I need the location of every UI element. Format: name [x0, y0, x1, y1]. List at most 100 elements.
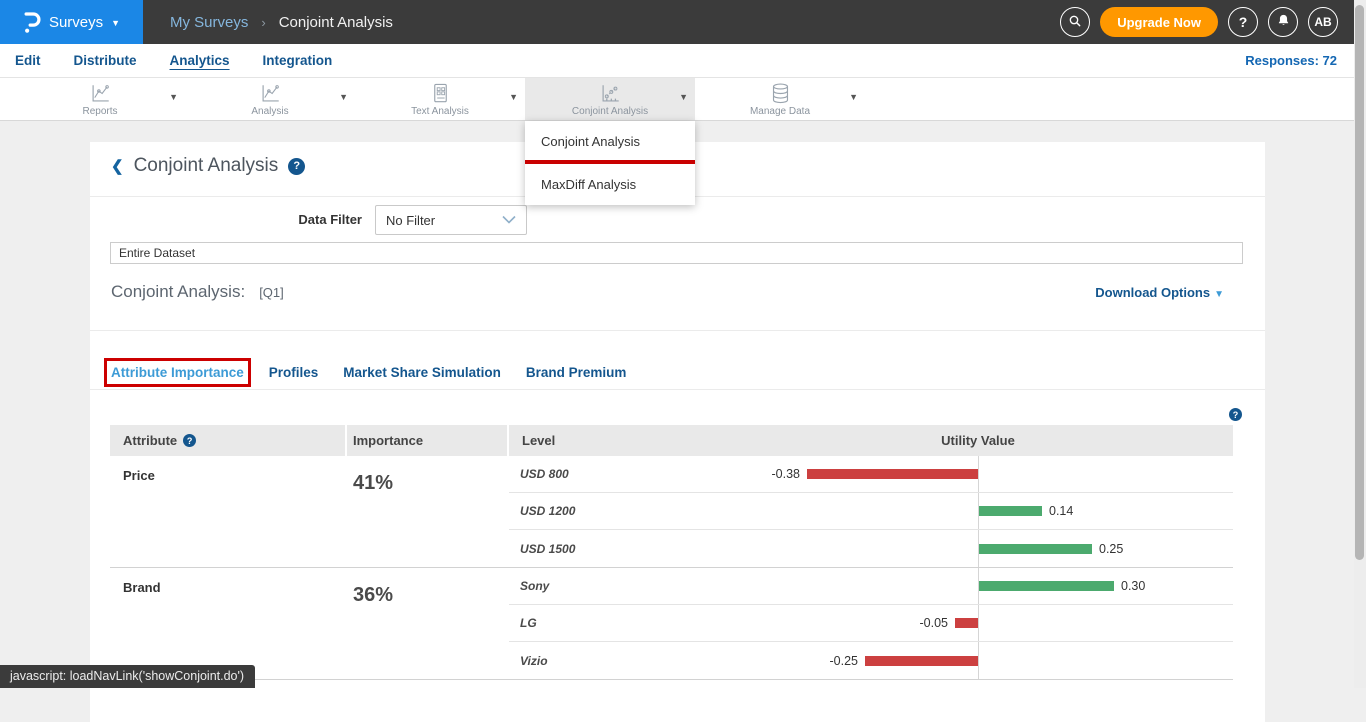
toolbar-item-label: Reports	[82, 105, 118, 117]
toolbar-item-text-analysis[interactable]: Text Analysis ▼	[355, 78, 525, 120]
toolbar-item-conjoint-analysis[interactable]: Conjoint Analysis ▼	[525, 78, 695, 120]
toolbar-item-manage-data[interactable]: Manage Data ▼	[695, 78, 865, 120]
main-area: ❮ Conjoint Analysis ? Data Filter No Fil…	[0, 121, 1366, 722]
analysis-heading: Conjoint Analysis: [Q1]	[111, 282, 284, 302]
search-icon	[1067, 13, 1083, 32]
importance-value: 36%	[353, 584, 394, 606]
divider	[90, 389, 1265, 390]
dataset-field[interactable]: Entire Dataset	[110, 242, 1243, 264]
toolbar-dropdown-menu: Conjoint Analysis MaxDiff Analysis	[525, 121, 695, 205]
notifications-button[interactable]	[1268, 7, 1298, 37]
analysis-tabs: Attribute Importance Profiles Market Share…	[104, 358, 627, 387]
utility-bar	[865, 655, 978, 666]
importance-header-cell: Importance	[347, 425, 507, 456]
responses-count[interactable]: Responses: 72	[1245, 53, 1337, 68]
breadcrumb-my-surveys[interactable]: My Surveys	[170, 13, 249, 31]
utility-bar	[979, 543, 1092, 554]
zero-axis-line	[978, 568, 979, 679]
analysis-question-code: [Q1]	[259, 284, 284, 300]
tab-brand-premium[interactable]: Brand Premium	[525, 365, 627, 380]
caret-down-icon[interactable]: ▼	[849, 92, 858, 102]
nav-item-distribute[interactable]: Distribute	[73, 53, 137, 68]
avatar[interactable]: AB	[1308, 7, 1338, 37]
product-switcher[interactable]: Surveys ▼	[0, 0, 143, 44]
level-label: Sony	[520, 579, 550, 593]
bell-icon	[1276, 13, 1291, 31]
nav-item-edit[interactable]: Edit	[15, 53, 41, 68]
download-options-link[interactable]: Download Options ▼	[1095, 285, 1224, 300]
utility-bar	[955, 618, 978, 628]
analysis-label: Conjoint Analysis:	[111, 282, 246, 301]
attribute-name: Price	[123, 468, 155, 483]
line-chart-icon	[259, 82, 282, 105]
data-filter-value: No Filter	[386, 212, 436, 228]
tab-market-share-simulation[interactable]: Market Share Simulation	[343, 365, 501, 380]
attribute-help-icon[interactable]: ?	[183, 434, 197, 447]
levels-cell: USD 800 -0.38 USD 1200 0.14 USD 1500 0.25	[509, 456, 1233, 567]
question-mark-icon: ?	[1238, 14, 1248, 30]
attribute-row-brand: Brand 36% Sony 0.30 LG -0.05 Vizio -0.25	[110, 568, 1233, 680]
product-label: Surveys	[48, 13, 104, 31]
tab-profiles[interactable]: Profiles	[268, 365, 319, 380]
utility-value-label: 0.30	[1121, 579, 1146, 593]
menu-item-conjoint-analysis[interactable]: Conjoint Analysis	[541, 134, 640, 149]
table-body: Price 41% USD 800 -0.38 USD 1200 0.14 USD 1500…	[110, 456, 1233, 680]
search-button[interactable]	[1060, 7, 1091, 37]
level-row-usd-800: USD 800 -0.38	[509, 456, 1233, 493]
utility-value-label: -0.25	[829, 653, 859, 668]
zero-axis-line	[978, 456, 979, 567]
back-chevron-icon[interactable]: ❮	[111, 158, 124, 175]
questionpro-logo-icon	[23, 10, 41, 35]
table-help-icon[interactable]: ?	[1229, 408, 1242, 421]
caret-down-icon[interactable]: ▼	[509, 92, 518, 102]
caret-down-icon[interactable]: ▼	[339, 92, 348, 102]
importance-value: 41%	[353, 472, 394, 494]
caret-down-icon[interactable]: ▼	[169, 92, 178, 102]
page-scrollbar[interactable]	[1354, 0, 1366, 688]
attribute-header-label: Attribute	[123, 433, 178, 448]
attribute-row-price: Price 41% USD 800 -0.38 USD 1200 0.14 USD 1500…	[110, 456, 1233, 568]
help-button[interactable]: ?	[1228, 7, 1258, 37]
top-bar: Surveys ▼ My Surveys › Conjoint Analysis…	[0, 0, 1366, 44]
utility-value-label: 0.14	[1049, 504, 1074, 518]
upgrade-now-button[interactable]: Upgrade Now	[1100, 7, 1218, 37]
importance-header-label: Importance	[353, 433, 424, 448]
caret-down-icon[interactable]: ▼	[679, 92, 688, 102]
attribute-importance-table: Attribute ? Importance Level Utility Val…	[110, 425, 1233, 680]
divider	[90, 330, 1265, 331]
scrollbar-thumb[interactable]	[1355, 5, 1364, 560]
utility-bar	[807, 469, 978, 479]
menu-item-maxdiff-analysis[interactable]: MaxDiff Analysis	[541, 177, 637, 192]
level-row-vizio: Vizio -0.25	[509, 642, 1233, 679]
utility-value-label: -0.38	[771, 467, 801, 481]
attribute-name: Brand	[123, 580, 161, 595]
level-label: LG	[520, 616, 537, 630]
toolbar-item-label: Conjoint Analysis	[571, 105, 649, 117]
level-label: USD 800	[520, 467, 569, 481]
title-help-icon[interactable]: ?	[288, 157, 306, 175]
level-header-label: Level	[522, 433, 556, 448]
topbar-actions: Upgrade Now ? AB	[1060, 7, 1338, 37]
utility-bar	[979, 581, 1114, 591]
utility-value-header-label: Utility Value	[941, 433, 1015, 448]
nav-item-integration[interactable]: Integration	[262, 53, 333, 68]
content-card: ❮ Conjoint Analysis ? Data Filter No Fil…	[90, 142, 1265, 722]
attribute-header-cell: Attribute ?	[110, 425, 345, 456]
database-icon	[769, 82, 792, 105]
breadcrumb-separator-icon: ›	[261, 14, 266, 30]
toolbar-item-label: Text Analysis	[411, 105, 469, 117]
table-header-row: Attribute ? Importance Level Utility Val…	[110, 425, 1233, 456]
scatter-chart-icon	[599, 82, 622, 105]
utility-value-label: 0.25	[1099, 541, 1124, 556]
toolbar-item-analysis[interactable]: Analysis ▼	[185, 78, 355, 120]
tab-attribute-importance[interactable]: Attribute Importance	[104, 358, 251, 387]
annotation-red-underline	[525, 160, 695, 164]
dataset-value: Entire Dataset	[119, 246, 196, 260]
line-chart-icon	[89, 82, 112, 105]
data-filter-select[interactable]: No Filter	[375, 205, 527, 235]
status-bar-link-preview: javascript: loadNavLink('showConjoint.do…	[0, 665, 256, 688]
breadcrumb: My Surveys › Conjoint Analysis	[170, 14, 393, 31]
nav-item-analytics[interactable]: Analytics	[169, 53, 230, 68]
breadcrumb-current: Conjoint Analysis	[278, 13, 393, 31]
toolbar-item-reports[interactable]: Reports ▼	[15, 78, 185, 120]
